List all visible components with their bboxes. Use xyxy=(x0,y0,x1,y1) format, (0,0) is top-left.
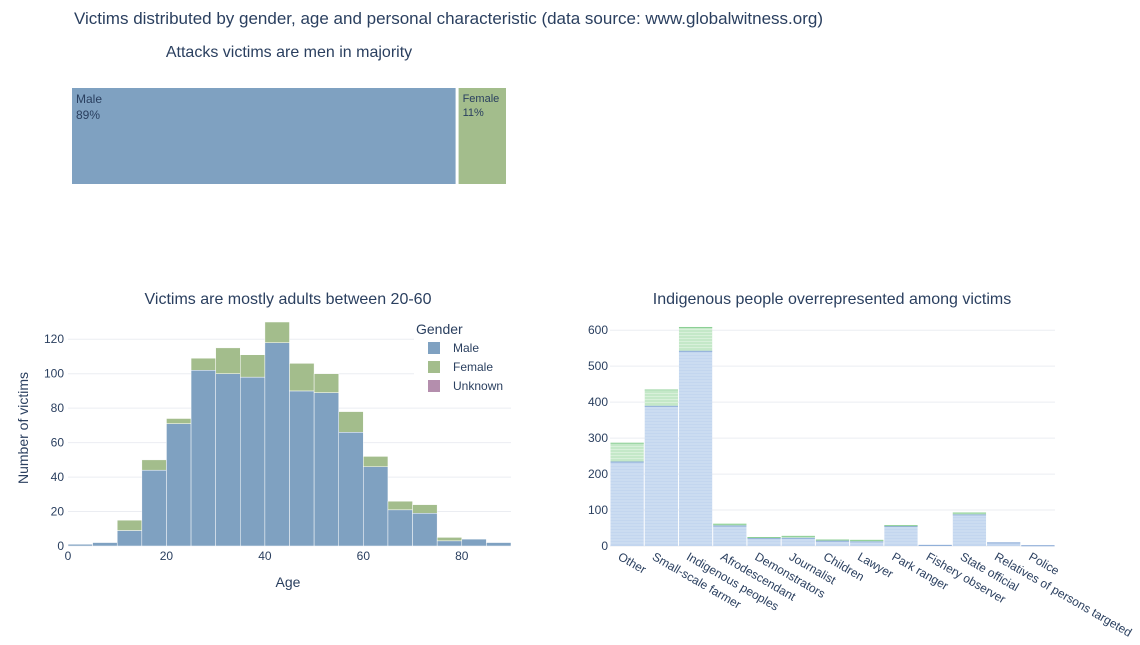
age-bar-male xyxy=(387,509,413,547)
char-bar-texture xyxy=(952,515,987,544)
age-x-tick-label: 40 xyxy=(258,549,272,563)
age-y-tick-label: 40 xyxy=(51,470,65,484)
char-bar-texture xyxy=(610,443,644,459)
age-bar-female xyxy=(166,418,192,424)
legend-swatch-female xyxy=(428,361,440,373)
age-y-axis-title: Number of victims xyxy=(15,372,31,484)
age-bar-female xyxy=(387,500,413,511)
age-bar-male xyxy=(141,469,167,547)
char-bar-male xyxy=(987,542,1021,546)
char-bar-male xyxy=(815,540,850,546)
age-histogram: Victims are mostly adults between 20-60 … xyxy=(15,291,514,590)
age-bar-female xyxy=(412,504,438,514)
char-bar-male xyxy=(952,514,987,546)
char-y-tick-label: 300 xyxy=(588,431,608,445)
age-bar-female xyxy=(215,347,241,374)
char-x-tick-label: Other xyxy=(616,549,649,576)
age-bar-male xyxy=(67,544,93,547)
legend-swatch-male xyxy=(428,342,440,354)
legend-label-unknown: Unknown xyxy=(453,379,503,393)
age-bar-female xyxy=(264,321,290,343)
characteristic-bar-chart: Indigenous people overrepresented among … xyxy=(588,291,1134,640)
char-bar-texture xyxy=(781,539,815,544)
age-bar-male xyxy=(264,342,290,547)
char-bar-male xyxy=(713,525,747,546)
age-bar-female xyxy=(240,354,266,378)
treemap-title: Attacks victims are men in majority xyxy=(166,44,412,61)
age-bar-female xyxy=(190,357,216,371)
age-bar-male xyxy=(166,423,192,547)
legend-label-male: Male xyxy=(453,341,479,355)
char-bar-texture xyxy=(678,329,713,348)
age-bar-male xyxy=(486,542,512,547)
treemap-chart: Attacks victims are men in majority Male… xyxy=(72,44,506,184)
legend-swatch-unknown xyxy=(428,380,440,392)
age-y-tick-label: 120 xyxy=(44,332,64,346)
age-y-tick-label: 100 xyxy=(44,367,64,381)
char-bar-male xyxy=(747,538,781,546)
age-bar-male xyxy=(363,466,389,547)
age-x-tick-label: 80 xyxy=(455,549,469,563)
age-bar-female xyxy=(141,459,167,471)
char-bar-texture xyxy=(884,527,918,544)
treemap-percent-male: 89% xyxy=(76,108,100,122)
char-bar-texture xyxy=(644,407,678,544)
age-bar-male xyxy=(412,513,438,547)
age-y-tick-label: 0 xyxy=(57,539,64,553)
age-bar-male xyxy=(461,538,487,547)
legend: Gender Male Female Unknown xyxy=(414,318,514,400)
char-bar-male xyxy=(781,537,815,546)
age-x-axis-title: Age xyxy=(276,574,301,590)
age-bar-female xyxy=(436,537,463,542)
char-y-tick-label: 100 xyxy=(588,503,608,517)
age-bar-male xyxy=(240,376,266,547)
age-bar-female xyxy=(363,456,389,467)
age-bar-female xyxy=(116,519,143,531)
treemap-tile-female xyxy=(458,88,506,184)
age-y-tick-label: 80 xyxy=(51,401,65,415)
age-bar-male xyxy=(190,369,216,547)
char-x-tick-label: Relatives of persons targeted xyxy=(992,549,1134,639)
legend-label-female: Female xyxy=(453,360,493,374)
age-y-tick-label: 20 xyxy=(51,505,65,519)
char-y-tick-label: 400 xyxy=(588,395,608,409)
age-bar-male xyxy=(313,392,339,547)
age-bar-male xyxy=(116,530,143,547)
char-bar-texture xyxy=(747,539,781,544)
treemap-label-male: Male xyxy=(76,92,102,106)
age-x-tick-label: 60 xyxy=(357,549,371,563)
char-bar-texture xyxy=(678,353,713,544)
char-bar-male xyxy=(678,350,713,546)
char-y-tick-label: 500 xyxy=(588,359,608,373)
treemap-percent-female: 11% xyxy=(463,107,484,119)
char-bar-female xyxy=(610,442,644,462)
char-y-tick-label: 600 xyxy=(588,323,608,337)
characteristic-chart-title: Indigenous people overrepresented among … xyxy=(653,291,1011,308)
age-bar-male xyxy=(215,373,241,547)
figure-title: Victims distributed by gender, age and p… xyxy=(74,9,823,28)
legend-title: Gender xyxy=(416,321,463,337)
age-bar-male xyxy=(338,432,364,547)
char-bar-male xyxy=(850,541,884,546)
age-bar-male xyxy=(289,390,315,547)
age-y-tick-label: 60 xyxy=(51,436,65,450)
age-bar-male xyxy=(92,542,118,547)
char-bar-texture xyxy=(644,390,678,404)
age-bar-female xyxy=(313,373,339,393)
char-y-tick-label: 200 xyxy=(588,467,608,481)
treemap-label-female: Female xyxy=(463,93,500,105)
age-bar-male xyxy=(436,540,463,547)
age-chart-title: Victims are mostly adults between 20-60 xyxy=(145,291,432,308)
char-y-tick-label: 0 xyxy=(601,539,608,553)
treemap-tile-male xyxy=(72,88,456,184)
char-bar-texture xyxy=(610,461,644,544)
age-x-tick-label: 0 xyxy=(65,549,72,563)
char-bar-texture xyxy=(713,527,747,544)
age-x-tick-label: 20 xyxy=(160,549,174,563)
char-bar-female xyxy=(644,389,678,406)
age-bar-female xyxy=(289,363,315,392)
age-bar-female xyxy=(338,411,364,433)
